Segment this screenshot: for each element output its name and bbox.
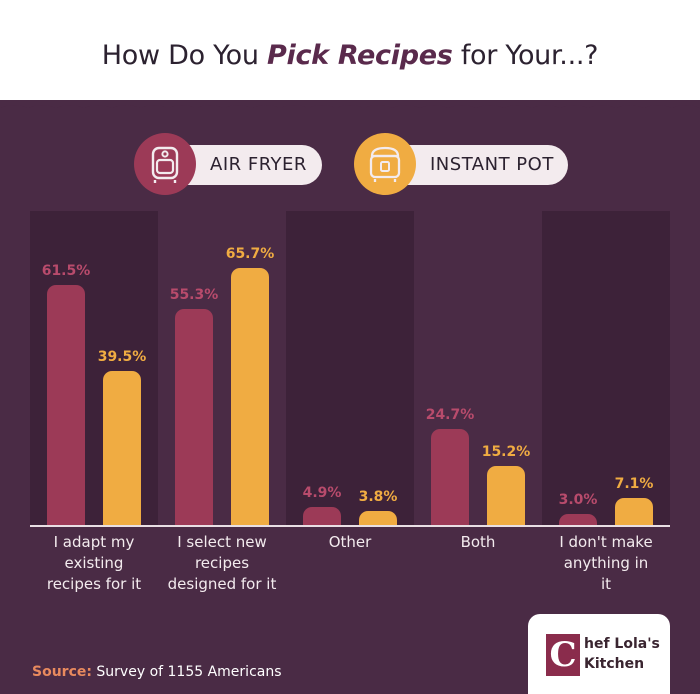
- column-background: [542, 211, 670, 526]
- bar-air-fryer: [175, 309, 213, 526]
- data-label-instant-pot: 7.1%: [614, 476, 654, 493]
- source-label: Source:: [32, 664, 92, 680]
- data-label-instant-pot: 15.2%: [481, 444, 531, 461]
- data-label-air-fryer: 3.0%: [558, 492, 598, 509]
- data-label-air-fryer: 4.9%: [302, 484, 342, 501]
- category-label-line: I select new: [177, 533, 267, 551]
- data-label-air-fryer: 55.3%: [169, 287, 219, 304]
- logo-line-2: Kitchen: [584, 656, 645, 672]
- data-label-instant-pot: 3.8%: [358, 489, 398, 506]
- data-label-air-fryer: 61.5%: [41, 262, 91, 279]
- bar-air-fryer: [47, 284, 85, 526]
- title-pre: How Do You: [101, 40, 267, 71]
- category-label-line: existing: [64, 554, 124, 572]
- data-label-instant-pot: 39.5%: [97, 349, 147, 366]
- legend-circle-instant-pot: [354, 133, 416, 195]
- category-label-line: Other: [328, 533, 372, 551]
- bar-air-fryer: [303, 506, 341, 526]
- bar-instant-pot: [359, 511, 397, 526]
- bar-instant-pot: [231, 268, 269, 526]
- legend-label-instant-pot: INSTANT POT: [430, 154, 554, 175]
- category-label: I don't make anything in it: [542, 532, 670, 595]
- legend-label-air-fryer: AIR FRYER: [210, 154, 307, 175]
- category-label: I adapt my existing recipes for it: [30, 532, 158, 595]
- data-label-instant-pot: 65.7%: [225, 246, 275, 263]
- category-label-line: anything in: [563, 554, 649, 572]
- bar-air-fryer: [431, 429, 469, 526]
- chart-baseline: [30, 525, 670, 527]
- category-label-line: recipes: [194, 554, 250, 572]
- category-label-line: recipes for it: [46, 575, 142, 593]
- category-label-line: designed for it: [167, 575, 277, 593]
- category-label-line: I adapt my: [53, 533, 135, 551]
- logo-letter: C: [546, 634, 580, 676]
- category-label: I select new recipes designed for it: [158, 532, 286, 595]
- instant-pot-icon: [369, 146, 401, 182]
- title-area: How Do You Pick Recipes for Your...?: [0, 0, 700, 110]
- data-label-air-fryer: 24.7%: [425, 407, 475, 424]
- legend-circle-air-fryer: [134, 133, 196, 195]
- logo-line-1: hef Lola's: [584, 636, 660, 652]
- category-label: Other: [286, 532, 414, 553]
- category-label: Both: [414, 532, 542, 553]
- column-background: [286, 211, 414, 526]
- bar-instant-pot: [487, 466, 525, 526]
- wave-edge: [0, 105, 700, 118]
- brand-logo: C hef Lola's Kitchen: [528, 614, 670, 694]
- category-label-line: I don't make: [559, 533, 653, 551]
- source-text: Survey of 1155 Americans: [91, 664, 282, 680]
- air-fryer-icon: [151, 146, 179, 183]
- bar-instant-pot: [103, 371, 141, 526]
- category-label-line: Both: [460, 533, 496, 551]
- title-post: for Your...?: [452, 40, 599, 71]
- category-label-line: it: [600, 575, 612, 593]
- source-note: Source: Survey of 1155 Americans: [32, 664, 282, 680]
- chart-title: How Do You Pick Recipes for Your...?: [0, 40, 700, 71]
- bar-instant-pot: [615, 498, 653, 526]
- title-emphasis: Pick Recipes: [267, 40, 453, 71]
- bar-air-fryer: [559, 514, 597, 526]
